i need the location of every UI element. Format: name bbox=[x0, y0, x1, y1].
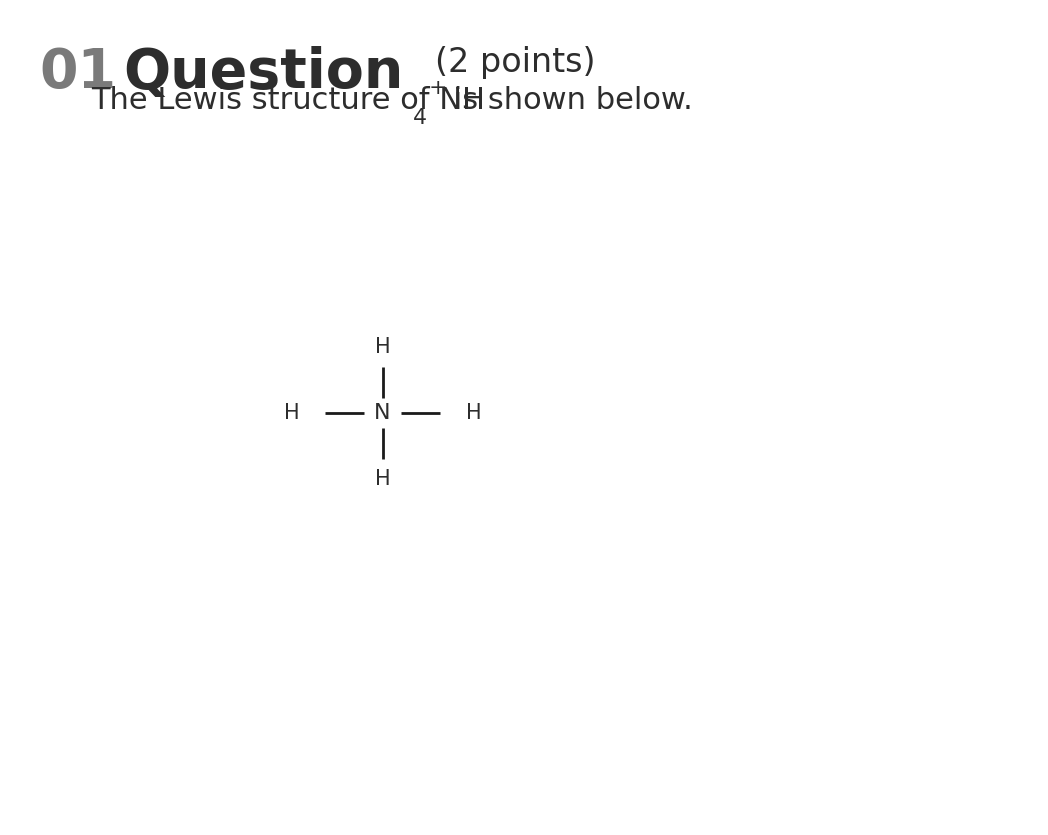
Text: H: H bbox=[466, 403, 481, 423]
Text: 4: 4 bbox=[413, 108, 427, 128]
Text: The Lewis structure of NH: The Lewis structure of NH bbox=[91, 85, 485, 114]
Text: +: + bbox=[429, 78, 447, 98]
Text: N: N bbox=[374, 403, 391, 423]
Text: 01: 01 bbox=[40, 46, 117, 100]
Text: is shown below.: is shown below. bbox=[443, 85, 693, 114]
Text: Question: Question bbox=[124, 46, 405, 100]
Text: H: H bbox=[375, 337, 390, 357]
Text: H: H bbox=[284, 403, 299, 423]
Text: H: H bbox=[375, 469, 390, 489]
Text: (2 points): (2 points) bbox=[435, 46, 595, 79]
